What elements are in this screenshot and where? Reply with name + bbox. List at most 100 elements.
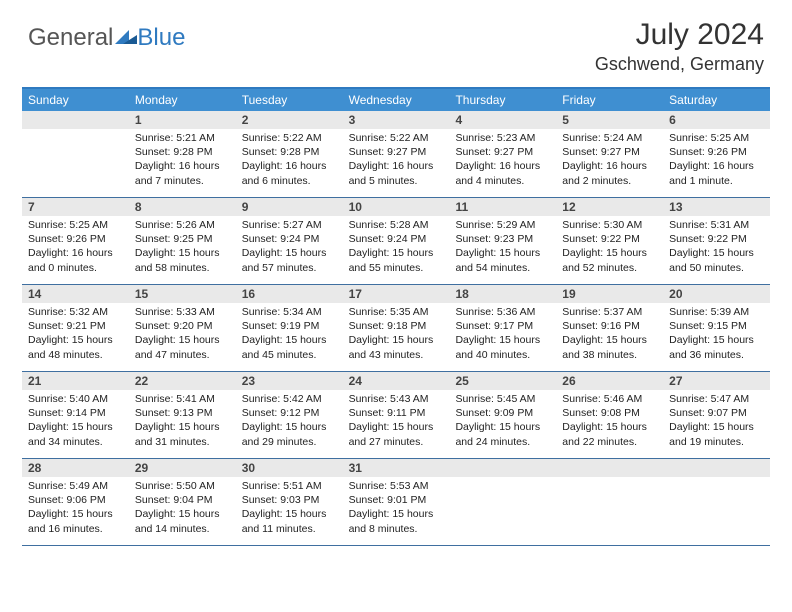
day-number: 26	[556, 372, 663, 390]
day-number: 22	[129, 372, 236, 390]
cell-line-dl2: and 52 minutes.	[562, 261, 657, 275]
day-number: 6	[663, 111, 770, 129]
cell-body: Sunrise: 5:51 AMSunset: 9:03 PMDaylight:…	[236, 477, 343, 540]
cell-line-dl1: Daylight: 15 hours	[562, 420, 657, 434]
calendar-cell: 29Sunrise: 5:50 AMSunset: 9:04 PMDayligh…	[129, 459, 236, 545]
day-number: 1	[129, 111, 236, 129]
day-number: 9	[236, 198, 343, 216]
calendar-week: 7Sunrise: 5:25 AMSunset: 9:26 PMDaylight…	[22, 198, 770, 285]
cell-line-sr: Sunrise: 5:28 AM	[349, 218, 444, 232]
cell-line-dl2: and 11 minutes.	[242, 522, 337, 536]
cell-line-dl2: and 58 minutes.	[135, 261, 230, 275]
calendar-cell: 9Sunrise: 5:27 AMSunset: 9:24 PMDaylight…	[236, 198, 343, 284]
calendar-cell: 12Sunrise: 5:30 AMSunset: 9:22 PMDayligh…	[556, 198, 663, 284]
cell-line-dl2: and 7 minutes.	[135, 174, 230, 188]
cell-line-dl2: and 22 minutes.	[562, 435, 657, 449]
cell-line-ss: Sunset: 9:24 PM	[349, 232, 444, 246]
cell-line-sr: Sunrise: 5:46 AM	[562, 392, 657, 406]
cell-line-dl1: Daylight: 15 hours	[135, 246, 230, 260]
cell-line-ss: Sunset: 9:11 PM	[349, 406, 444, 420]
calendar: Sunday Monday Tuesday Wednesday Thursday…	[22, 87, 770, 546]
cell-body: Sunrise: 5:43 AMSunset: 9:11 PMDaylight:…	[343, 390, 450, 453]
calendar-cell: 30Sunrise: 5:51 AMSunset: 9:03 PMDayligh…	[236, 459, 343, 545]
cell-body: Sunrise: 5:34 AMSunset: 9:19 PMDaylight:…	[236, 303, 343, 366]
cell-line-dl2: and 43 minutes.	[349, 348, 444, 362]
calendar-cell	[449, 459, 556, 545]
cell-body: Sunrise: 5:25 AMSunset: 9:26 PMDaylight:…	[22, 216, 129, 279]
cell-line-ss: Sunset: 9:22 PM	[562, 232, 657, 246]
cell-body: Sunrise: 5:35 AMSunset: 9:18 PMDaylight:…	[343, 303, 450, 366]
cell-line-dl1: Daylight: 15 hours	[28, 507, 123, 521]
cell-line-dl1: Daylight: 15 hours	[135, 507, 230, 521]
day-number: 17	[343, 285, 450, 303]
day-number: 27	[663, 372, 770, 390]
cell-line-dl2: and 6 minutes.	[242, 174, 337, 188]
cell-line-dl1: Daylight: 15 hours	[455, 246, 550, 260]
logo-mark-icon	[115, 26, 137, 51]
calendar-cell: 10Sunrise: 5:28 AMSunset: 9:24 PMDayligh…	[343, 198, 450, 284]
cell-line-sr: Sunrise: 5:22 AM	[349, 131, 444, 145]
cell-line-dl1: Daylight: 15 hours	[242, 246, 337, 260]
cell-line-dl1: Daylight: 15 hours	[562, 246, 657, 260]
cell-body: Sunrise: 5:23 AMSunset: 9:27 PMDaylight:…	[449, 129, 556, 192]
cell-body: Sunrise: 5:32 AMSunset: 9:21 PMDaylight:…	[22, 303, 129, 366]
cell-line-ss: Sunset: 9:26 PM	[669, 145, 764, 159]
calendar-cell: 7Sunrise: 5:25 AMSunset: 9:26 PMDaylight…	[22, 198, 129, 284]
day-header-row: Sunday Monday Tuesday Wednesday Thursday…	[22, 89, 770, 111]
cell-body: Sunrise: 5:53 AMSunset: 9:01 PMDaylight:…	[343, 477, 450, 540]
calendar-cell: 17Sunrise: 5:35 AMSunset: 9:18 PMDayligh…	[343, 285, 450, 371]
day-number	[22, 111, 129, 129]
cell-line-ss: Sunset: 9:28 PM	[242, 145, 337, 159]
cell-body: Sunrise: 5:29 AMSunset: 9:23 PMDaylight:…	[449, 216, 556, 279]
day-number: 18	[449, 285, 556, 303]
day-header: Friday	[556, 89, 663, 111]
cell-line-ss: Sunset: 9:04 PM	[135, 493, 230, 507]
day-number: 11	[449, 198, 556, 216]
cell-line-dl2: and 27 minutes.	[349, 435, 444, 449]
cell-body: Sunrise: 5:50 AMSunset: 9:04 PMDaylight:…	[129, 477, 236, 540]
cell-line-sr: Sunrise: 5:47 AM	[669, 392, 764, 406]
cell-line-dl2: and 47 minutes.	[135, 348, 230, 362]
day-header: Sunday	[22, 89, 129, 111]
header: General Blue July 2024 Gschwend, Germany	[0, 0, 792, 79]
cell-line-ss: Sunset: 9:26 PM	[28, 232, 123, 246]
cell-line-sr: Sunrise: 5:32 AM	[28, 305, 123, 319]
location-label: Gschwend, Germany	[595, 54, 764, 75]
cell-body: Sunrise: 5:21 AMSunset: 9:28 PMDaylight:…	[129, 129, 236, 192]
cell-line-dl1: Daylight: 15 hours	[562, 333, 657, 347]
cell-line-dl1: Daylight: 15 hours	[455, 420, 550, 434]
cell-line-sr: Sunrise: 5:41 AM	[135, 392, 230, 406]
cell-line-sr: Sunrise: 5:24 AM	[562, 131, 657, 145]
cell-body: Sunrise: 5:30 AMSunset: 9:22 PMDaylight:…	[556, 216, 663, 279]
day-header: Saturday	[663, 89, 770, 111]
cell-line-sr: Sunrise: 5:53 AM	[349, 479, 444, 493]
cell-line-ss: Sunset: 9:07 PM	[669, 406, 764, 420]
cell-line-dl1: Daylight: 16 hours	[455, 159, 550, 173]
day-number: 16	[236, 285, 343, 303]
calendar-cell: 25Sunrise: 5:45 AMSunset: 9:09 PMDayligh…	[449, 372, 556, 458]
calendar-cell	[22, 111, 129, 197]
day-number: 10	[343, 198, 450, 216]
cell-line-ss: Sunset: 9:21 PM	[28, 319, 123, 333]
logo-text-blue: Blue	[137, 24, 185, 52]
calendar-cell	[556, 459, 663, 545]
cell-line-sr: Sunrise: 5:36 AM	[455, 305, 550, 319]
calendar-week: 14Sunrise: 5:32 AMSunset: 9:21 PMDayligh…	[22, 285, 770, 372]
calendar-cell: 15Sunrise: 5:33 AMSunset: 9:20 PMDayligh…	[129, 285, 236, 371]
day-number: 24	[343, 372, 450, 390]
day-number	[556, 459, 663, 477]
cell-line-ss: Sunset: 9:03 PM	[242, 493, 337, 507]
day-header: Thursday	[449, 89, 556, 111]
cell-line-dl1: Daylight: 15 hours	[242, 420, 337, 434]
day-number: 21	[22, 372, 129, 390]
cell-line-ss: Sunset: 9:14 PM	[28, 406, 123, 420]
cell-line-dl1: Daylight: 16 hours	[28, 246, 123, 260]
cell-body: Sunrise: 5:47 AMSunset: 9:07 PMDaylight:…	[663, 390, 770, 453]
logo-text-general: General	[28, 24, 113, 52]
calendar-cell: 5Sunrise: 5:24 AMSunset: 9:27 PMDaylight…	[556, 111, 663, 197]
day-number	[663, 459, 770, 477]
cell-body: Sunrise: 5:42 AMSunset: 9:12 PMDaylight:…	[236, 390, 343, 453]
cell-body: Sunrise: 5:40 AMSunset: 9:14 PMDaylight:…	[22, 390, 129, 453]
cell-line-dl2: and 40 minutes.	[455, 348, 550, 362]
calendar-cell: 22Sunrise: 5:41 AMSunset: 9:13 PMDayligh…	[129, 372, 236, 458]
